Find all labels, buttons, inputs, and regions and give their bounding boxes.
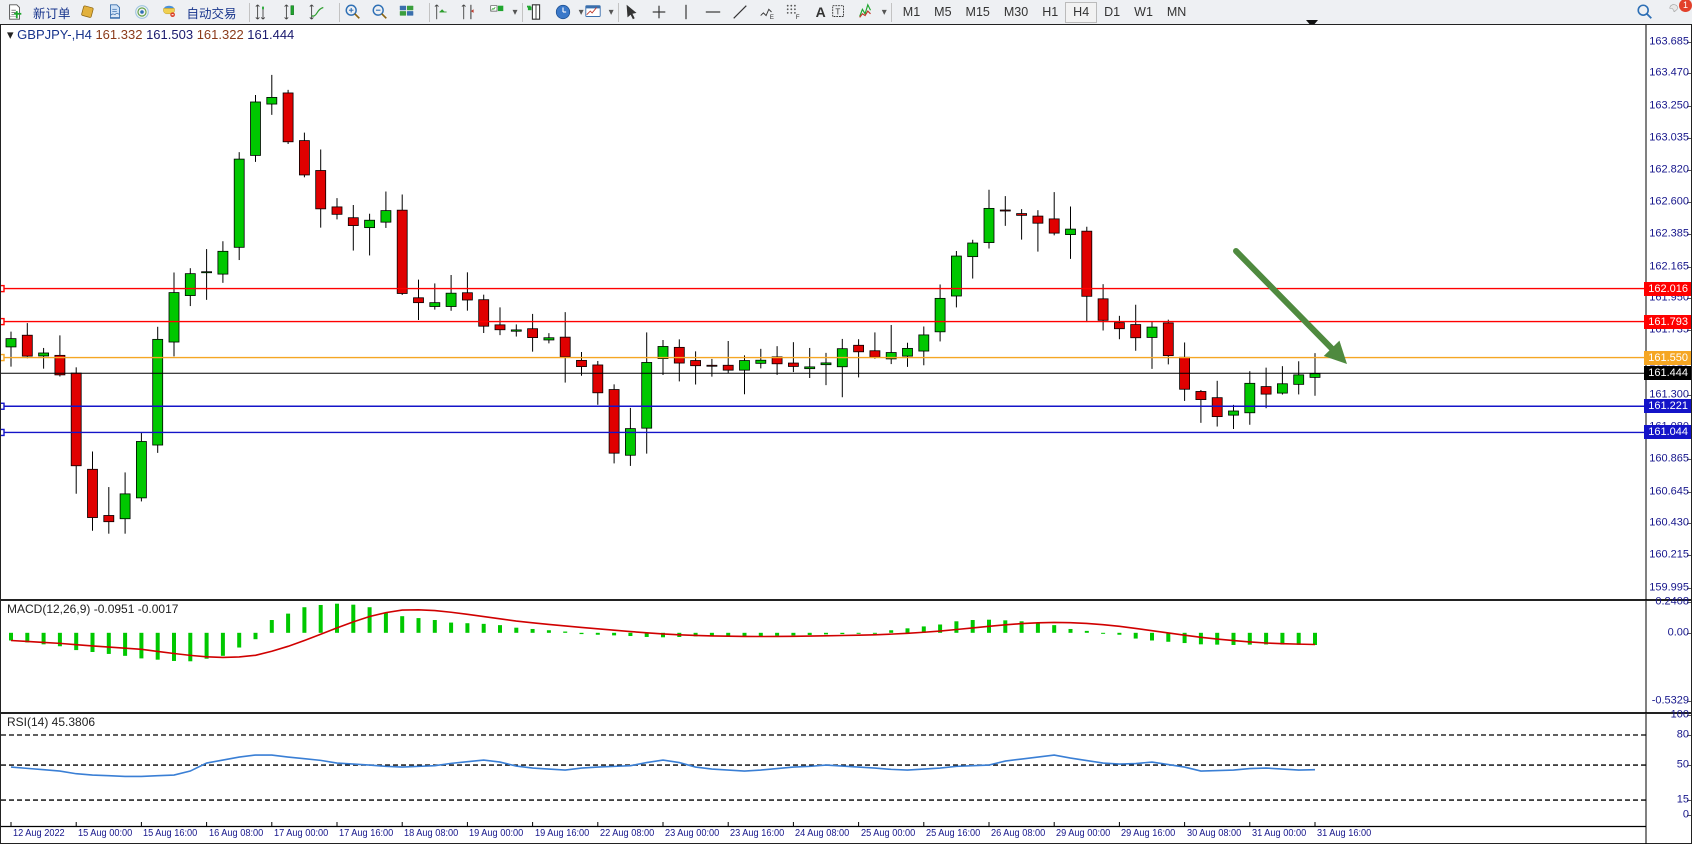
- svg-text:T: T: [835, 8, 840, 17]
- svg-text:E: E: [769, 14, 773, 21]
- svg-text:F: F: [795, 14, 799, 21]
